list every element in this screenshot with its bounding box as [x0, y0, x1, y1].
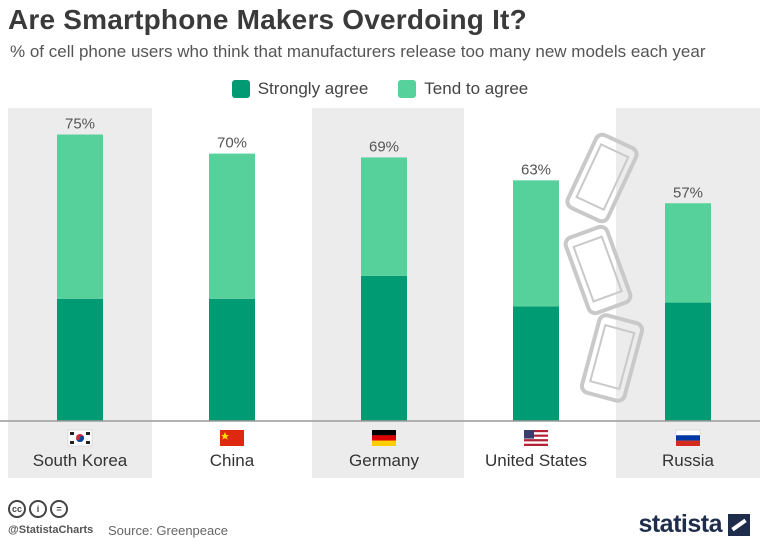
no-derivatives-icon: = [50, 500, 68, 518]
phone-icon-1 [565, 132, 639, 224]
bar-tend-united-states [513, 180, 559, 307]
bar-tend-germany [361, 157, 407, 276]
category-label-united-states: United States [485, 451, 587, 470]
legend-swatch-tend [398, 80, 417, 98]
legend-label-strongly: Strongly agree [257, 79, 369, 98]
bar-tend-china [209, 153, 255, 299]
bar-strongly-china [209, 298, 255, 421]
statista-logo: statista [638, 510, 750, 539]
total-label-russia: 57% [673, 184, 703, 201]
flag-south-korea [67, 429, 93, 447]
total-label-united-states: 63% [521, 161, 551, 178]
legend: Strongly agree Tend to agree [0, 79, 760, 99]
category-label-south-korea: South Korea [33, 451, 128, 470]
legend-item-strongly: Strongly agree [231, 79, 369, 99]
bar-strongly-russia [665, 302, 711, 421]
statista-handle: @StatistaCharts [8, 524, 94, 536]
bar-strongly-united-states [513, 306, 559, 421]
flag-united-states [524, 430, 548, 446]
total-label-china: 70% [217, 135, 247, 152]
flag-china [220, 430, 244, 446]
category-label-germany: Germany [349, 451, 419, 470]
bar-tend-south-korea [57, 134, 103, 299]
legend-item-tend: Tend to agree [398, 79, 528, 99]
legend-swatch-strongly [231, 80, 250, 98]
chart-title: Are Smartphone Makers Overdoing It? [8, 4, 527, 35]
brand-name: statista [638, 510, 722, 538]
phone-icon-2 [563, 224, 633, 316]
category-label-russia: Russia [662, 451, 715, 470]
phone-icon-3 [579, 313, 645, 403]
statista-logo-icon [728, 513, 750, 536]
total-label-south-korea: 75% [65, 116, 95, 133]
flag-russia [675, 429, 701, 446]
chart-subtitle: % of cell phone users who think that man… [10, 42, 706, 61]
legend-label-tend: Tend to agree [424, 79, 529, 98]
flag-germany [372, 430, 396, 446]
attribution-icon: i [29, 500, 47, 518]
bar-chart: 75% 70% 69% 63% 57% South Korea China Germany Un… [0, 108, 760, 478]
bar-strongly-germany [361, 275, 407, 421]
source-note: Source: Greenpeace [108, 523, 228, 538]
bar-tend-russia [665, 203, 711, 303]
license-icons: cc i = [8, 500, 68, 518]
total-label-germany: 69% [369, 138, 399, 155]
bar-strongly-south-korea [57, 298, 103, 421]
category-label-china: China [210, 451, 255, 470]
cc-icon: cc [8, 500, 26, 518]
